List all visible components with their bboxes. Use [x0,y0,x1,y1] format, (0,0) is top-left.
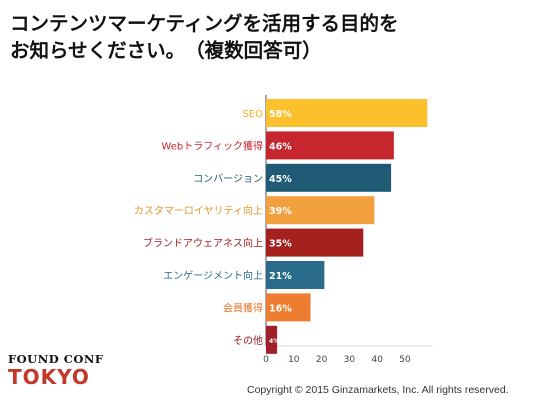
bar [266,99,428,127]
value-label: 45% [269,174,292,185]
category-label: エンゲージメント向上 [163,269,263,282]
bar [266,228,364,257]
category-label: カスタマーロイヤリティ向上 [134,204,263,217]
bar [266,293,311,322]
x-tick-label: 40 [371,355,383,365]
value-label: 21% [269,271,292,282]
value-label: 35% [269,239,292,250]
x-tick-label: 10 [288,355,300,365]
x-tick-label: 50 [399,355,411,365]
category-label: Webトラフィック獲得 [161,139,263,152]
logo-line-1: FOUND CONF [8,352,104,366]
value-label: 39% [269,206,292,217]
bar [266,163,392,192]
x-tick-label: 0 [263,355,269,365]
value-label: 46% [269,141,292,152]
value-label: 58% [269,109,292,120]
chart-title: コンテンツマーケティングを活用する目的を お知らせください。 （複数回答可） [10,10,525,64]
value-label: 16% [269,303,292,314]
x-tick-label: 20 [316,355,328,365]
logo-line-2: TOKYO [8,365,90,389]
title-line-2: お知らせください。 （複数回答可） [10,39,322,62]
copyright-text: Copyright © 2015 Ginzamarkets, Inc. All … [247,384,509,396]
bar [266,196,375,225]
category-label: その他 [233,334,263,347]
category-label: コンバージョン [193,173,263,185]
value-label: 4% [269,338,279,345]
bar [266,261,325,289]
found-conf-logo: FOUND CONF TOKYO [8,352,108,389]
category-label: 会員獲得 [223,301,263,314]
category-label: ブランドアウェアネス向上 [143,237,263,250]
x-tick-label: 30 [344,355,356,365]
bar [266,325,278,354]
title-line-1: コンテンツマーケティングを活用する目的を [10,12,399,35]
category-label: SEO [242,109,263,120]
bar [266,131,394,160]
